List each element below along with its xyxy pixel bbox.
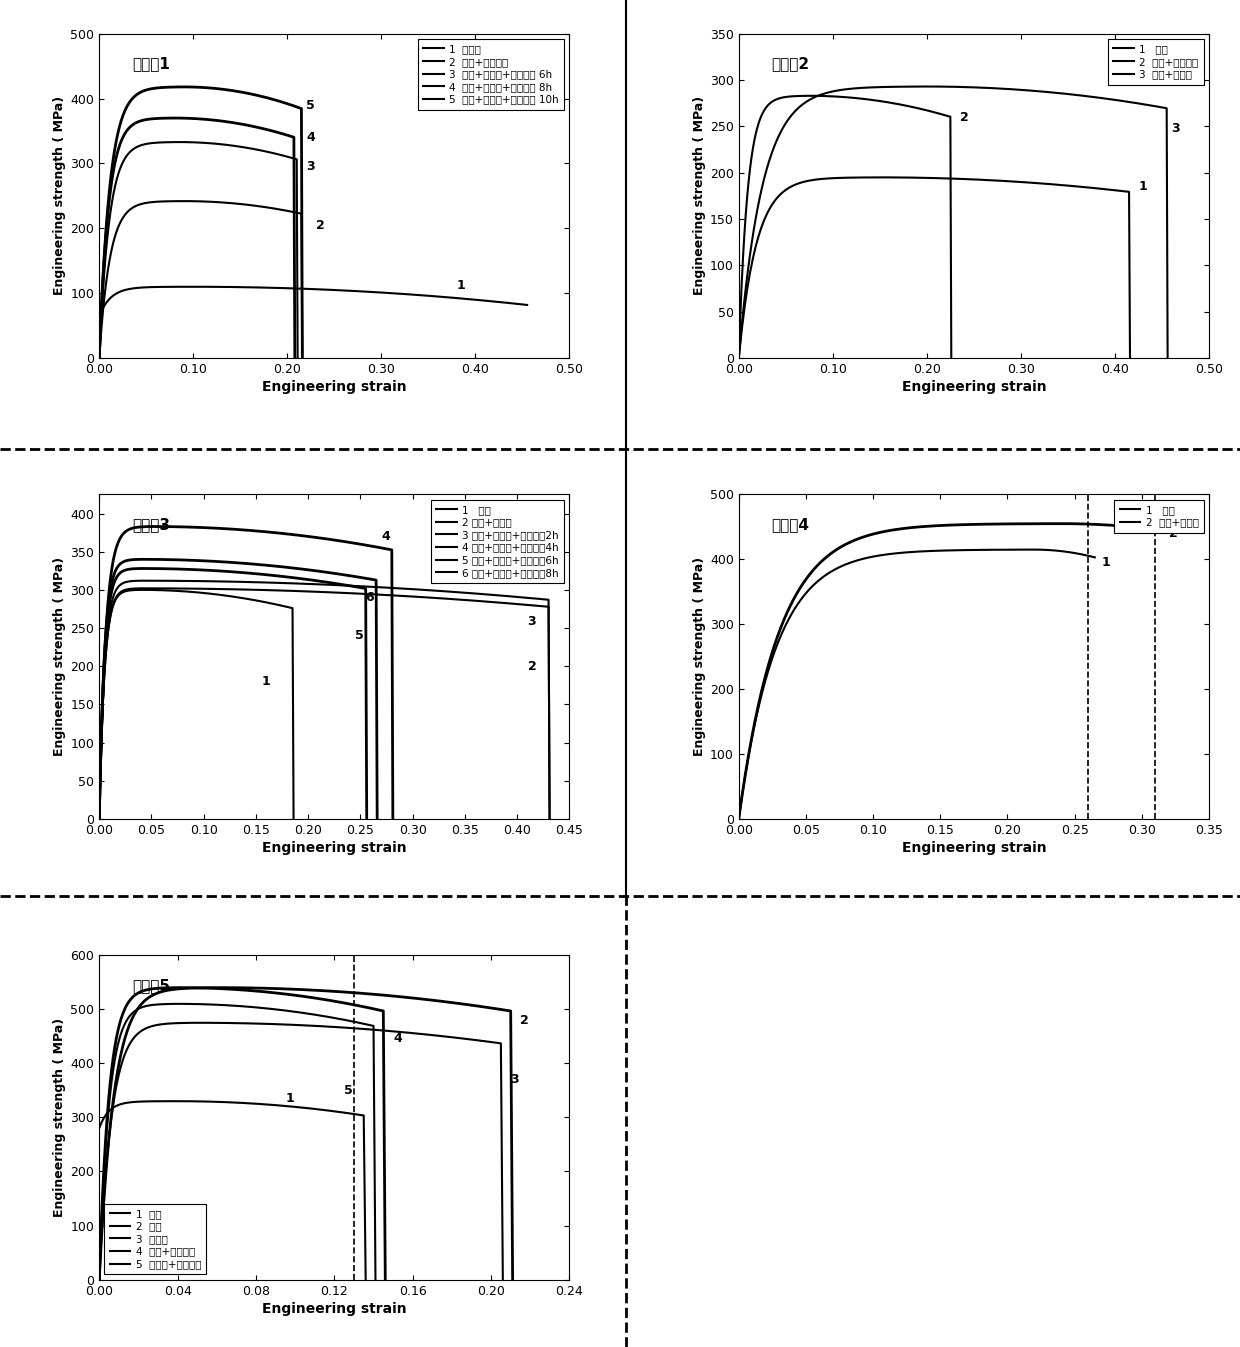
Text: 实施例3: 实施例3 — [133, 517, 170, 532]
X-axis label: Engineering strain: Engineering strain — [262, 841, 407, 855]
Text: 3: 3 — [306, 160, 315, 174]
Text: 4: 4 — [306, 131, 315, 144]
Y-axis label: Engineering strength ( MPa): Engineering strength ( MPa) — [53, 558, 66, 756]
Y-axis label: Engineering strength ( MPa): Engineering strength ( MPa) — [693, 97, 706, 295]
Text: 2: 2 — [960, 110, 968, 124]
Text: 2: 2 — [521, 1013, 529, 1026]
Text: 4: 4 — [393, 1033, 402, 1045]
Text: 实施例4: 实施例4 — [771, 517, 810, 532]
Text: 1: 1 — [456, 279, 465, 292]
Text: 1: 1 — [1138, 180, 1147, 193]
Text: 5: 5 — [355, 629, 365, 643]
X-axis label: Engineering strain: Engineering strain — [901, 841, 1047, 855]
Legend: 1   固溶, 2  固溶+电脉冲: 1 固溶, 2 固溶+电脉冲 — [1115, 500, 1204, 532]
Text: 1: 1 — [1101, 556, 1110, 568]
Legend: 1  初始态, 2  固溶+人工时效, 3  固溶+电脉冲+人工时效 6h, 4  固溶+电脉冲+人工时效 8h, 5  固溶+电脉冲+人工时效 10h: 1 初始态, 2 固溶+人工时效, 3 固溶+电脉冲+人工时效 6h, 4 固溶… — [418, 39, 564, 109]
Text: 实施例1: 实施例1 — [133, 57, 170, 71]
Text: 5: 5 — [306, 98, 315, 112]
X-axis label: Engineering strain: Engineering strain — [262, 380, 407, 395]
Text: 5: 5 — [345, 1084, 353, 1096]
Text: 2: 2 — [1168, 527, 1178, 540]
Text: 1: 1 — [262, 675, 270, 688]
Text: 实施例5: 实施例5 — [133, 978, 170, 993]
Text: 实施例2: 实施例2 — [771, 57, 810, 71]
Legend: 1   轧制, 2 轧制+电脉冲, 3 轧制+电脉冲+人工时效2h, 4 轧制+电脉冲+人工时效4h, 5 轧制+电脉冲+人工时效6h, 6 轧制+电脉冲+人工: 1 轧制, 2 轧制+电脉冲, 3 轧制+电脉冲+人工时效2h, 4 轧制+电脉… — [432, 500, 564, 583]
X-axis label: Engineering strain: Engineering strain — [901, 380, 1047, 395]
Text: 6: 6 — [366, 591, 374, 603]
Text: 1: 1 — [285, 1092, 294, 1105]
X-axis label: Engineering strain: Engineering strain — [262, 1301, 407, 1316]
Y-axis label: Engineering strength ( MPa): Engineering strength ( MPa) — [53, 97, 66, 295]
Y-axis label: Engineering strength ( MPa): Engineering strength ( MPa) — [693, 558, 706, 756]
Y-axis label: Engineering strength ( MPa): Engineering strength ( MPa) — [53, 1018, 66, 1216]
Text: 3: 3 — [528, 616, 536, 629]
Text: 2: 2 — [528, 660, 537, 672]
Legend: 1   固溶, 2  固溶+人工时效, 3  固溶+电脉冲: 1 固溶, 2 固溶+人工时效, 3 固溶+电脉冲 — [1109, 39, 1204, 85]
Text: 3: 3 — [1172, 121, 1180, 135]
Legend: 1  热轧, 2  固溶, 3  电脉冲, 4  固溶+人工时效, 5  电脉冲+人工时效: 1 热轧, 2 固溶, 3 电脉冲, 4 固溶+人工时效, 5 电脉冲+人工时效 — [104, 1204, 206, 1274]
Text: 3: 3 — [511, 1074, 520, 1086]
Text: 2: 2 — [315, 218, 325, 232]
Text: 4: 4 — [382, 529, 391, 543]
